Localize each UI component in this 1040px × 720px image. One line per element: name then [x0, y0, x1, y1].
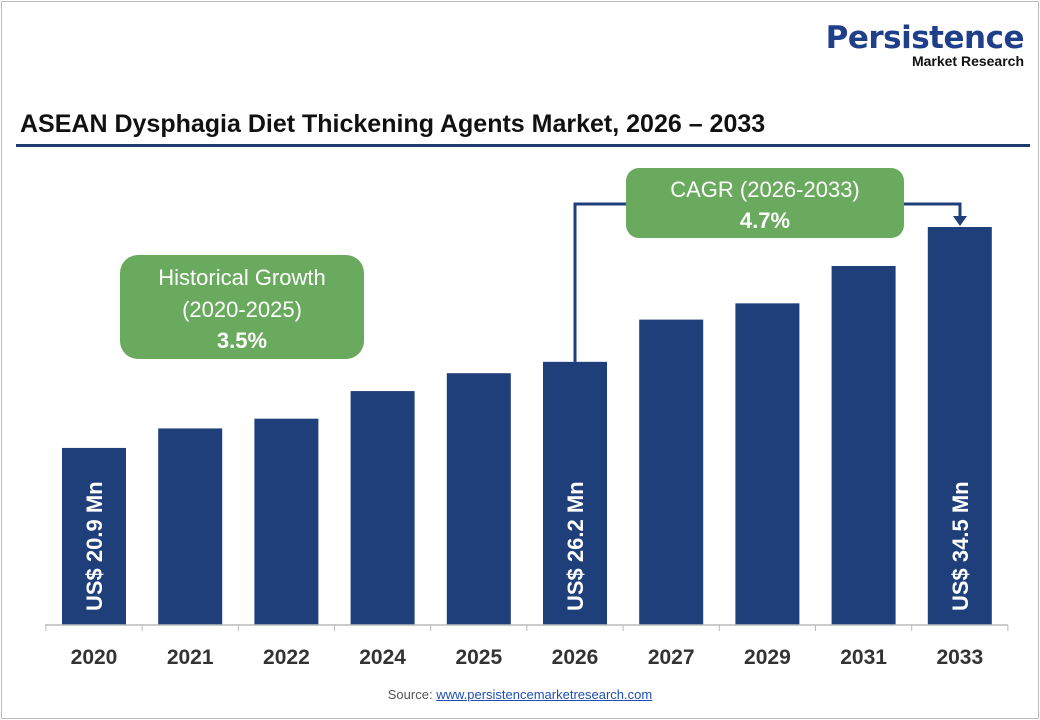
bar-2022 [254, 418, 319, 625]
source-link[interactable]: www.persistencemarketresearch.com [436, 687, 653, 702]
bar-2026 [543, 361, 607, 625]
logo-subtext: Market Research [911, 53, 1024, 69]
bar-2020 [62, 447, 126, 625]
cagr-label: CAGR (2026-2033) [670, 177, 860, 202]
bar-2029 [735, 303, 800, 625]
data-label: US$ 34.5 Mn [948, 481, 973, 611]
logo-text: Persistence [825, 20, 1025, 56]
x-tick-label: 2022 [263, 646, 310, 669]
logo: Persistence Market Research [825, 20, 1025, 69]
chart-title: ASEAN Dysphagia Diet Thickening Agents M… [20, 110, 766, 138]
bar-2027 [639, 319, 704, 625]
bar-2024 [350, 391, 415, 625]
historical-label: Historical Growth [158, 265, 325, 290]
x-tick-label: 2021 [167, 646, 214, 669]
bar-2033 [927, 227, 992, 625]
historical-box [120, 255, 364, 359]
x-tick-label: 2027 [648, 646, 695, 669]
x-tick-label: 2025 [455, 646, 502, 669]
x-tick-label: 2031 [840, 646, 887, 669]
title-divider [16, 144, 1030, 147]
source-label: Source: [387, 687, 437, 702]
data-label: US$ 20.9 Mn [82, 481, 107, 611]
bar-2025 [446, 373, 511, 625]
x-tick-label: 2029 [744, 646, 791, 669]
x-tick-label: 2033 [936, 646, 983, 669]
source-note: Source: www.persistencemarketresearch.co… [0, 687, 1040, 702]
arrow-down-icon [953, 216, 967, 226]
historical-period: (2020-2025) [182, 297, 302, 322]
bar-2031 [831, 265, 896, 625]
cagr-box [626, 168, 904, 238]
x-tick-label: 2024 [359, 646, 406, 669]
bar-2021 [158, 428, 223, 625]
x-tick-label: 2026 [552, 646, 599, 669]
data-label: US$ 26.2 Mn [563, 481, 588, 611]
cagr-value: 4.7% [740, 208, 790, 233]
historical-value: 3.5% [217, 328, 267, 353]
x-tick-label: 2020 [71, 646, 118, 669]
